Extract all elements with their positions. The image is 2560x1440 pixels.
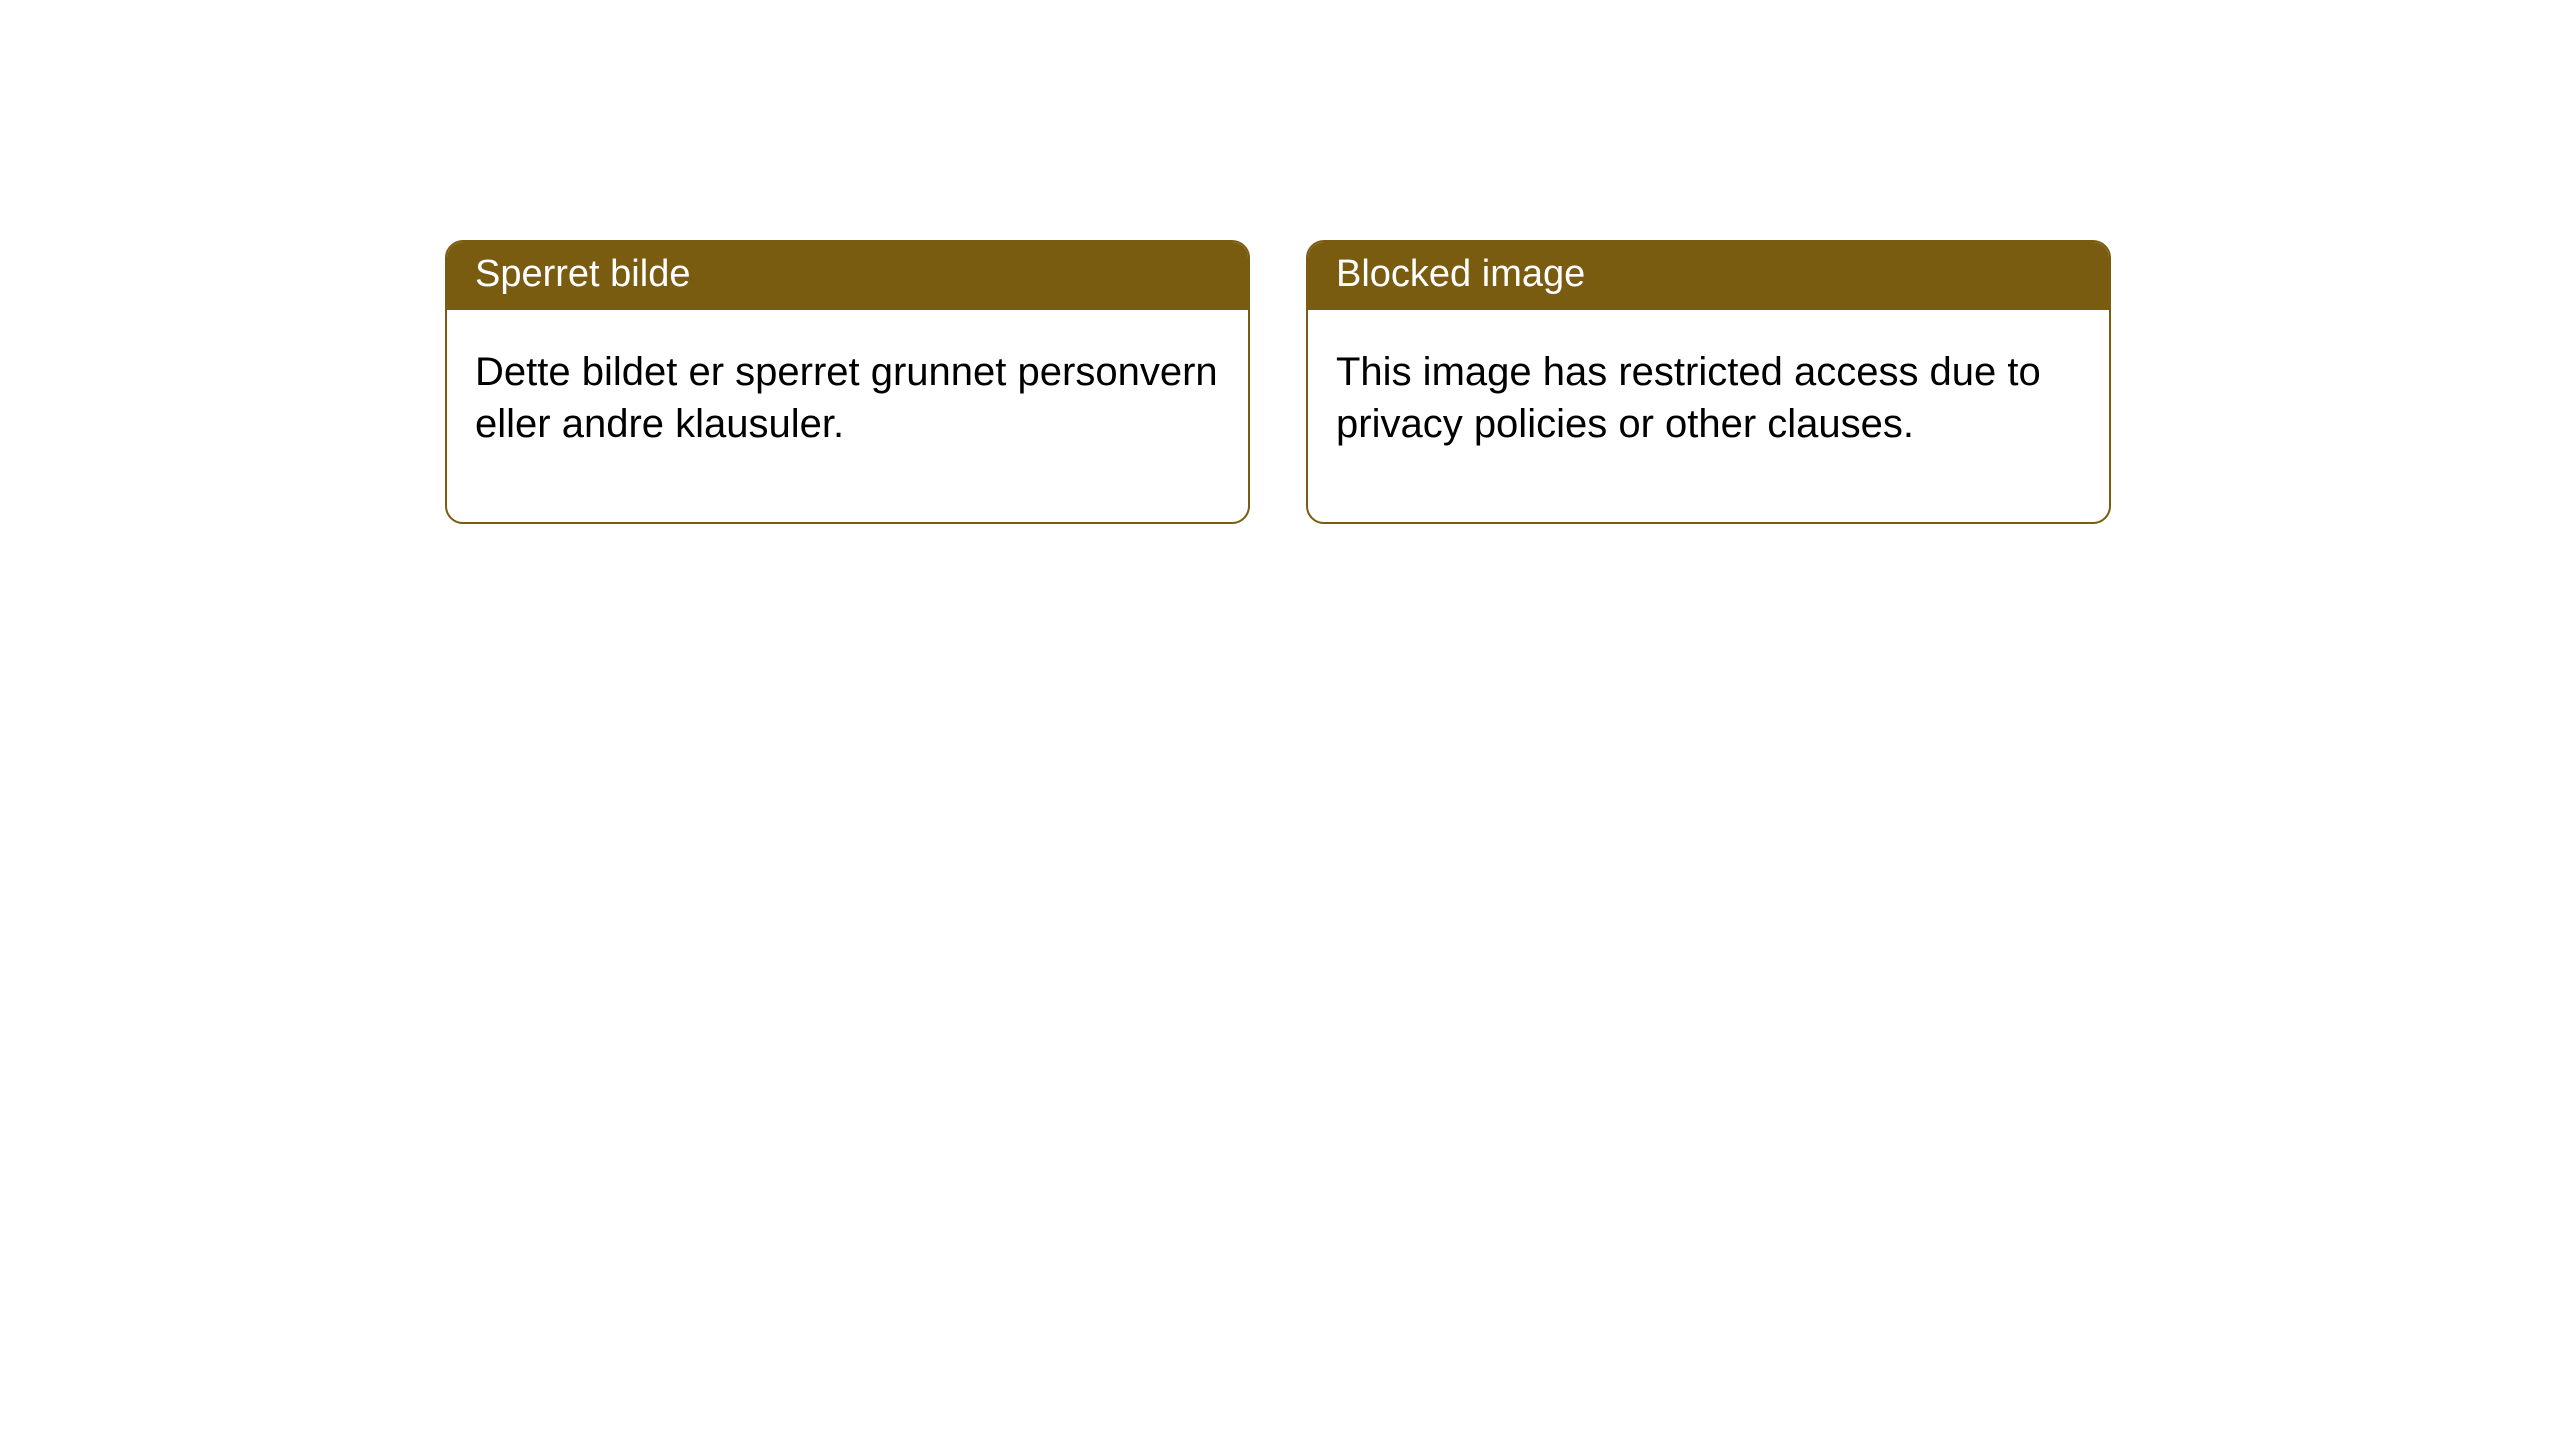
notice-container: Sperret bilde Dette bildet er sperret gr… [445, 240, 2111, 524]
notice-title-en: Blocked image [1308, 242, 2109, 310]
notice-body-no: Dette bildet er sperret grunnet personve… [447, 310, 1248, 522]
notice-card-no: Sperret bilde Dette bildet er sperret gr… [445, 240, 1250, 524]
notice-body-en: This image has restricted access due to … [1308, 310, 2109, 522]
notice-card-en: Blocked image This image has restricted … [1306, 240, 2111, 524]
notice-title-no: Sperret bilde [447, 242, 1248, 310]
